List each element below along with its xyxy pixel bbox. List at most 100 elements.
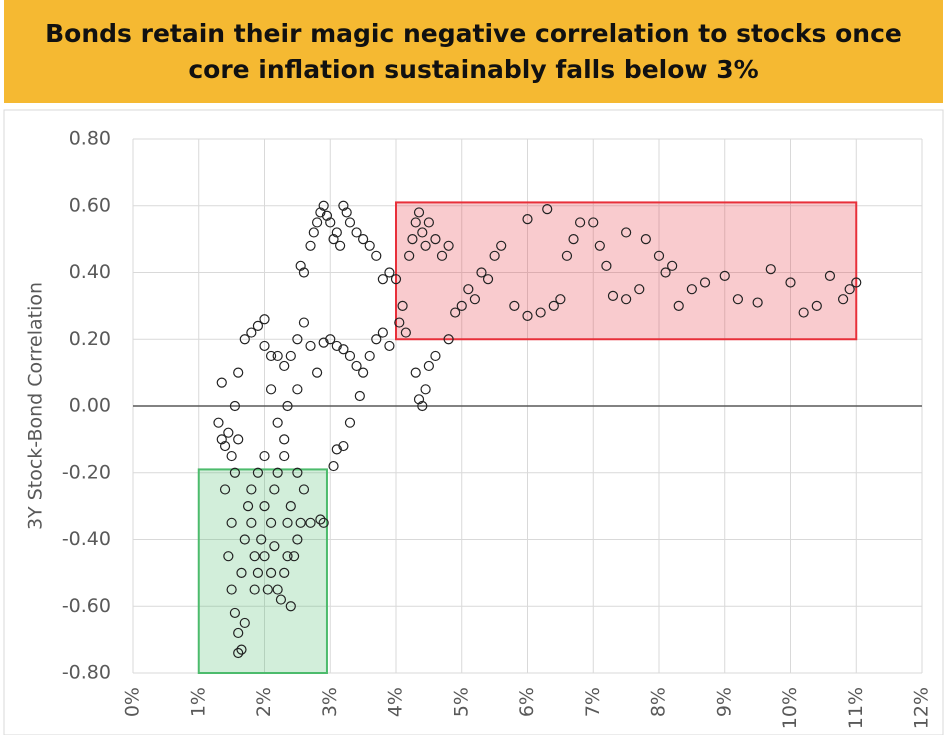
point <box>358 234 369 245</box>
x-tick-label: 6% <box>516 687 538 717</box>
point <box>265 384 277 395</box>
y-tick-label: -0.20 <box>62 461 111 483</box>
point <box>239 334 250 345</box>
point <box>285 350 296 362</box>
point <box>285 601 296 612</box>
point <box>601 260 612 271</box>
point <box>272 584 283 595</box>
region <box>395 201 858 341</box>
point <box>420 384 431 395</box>
point <box>298 317 310 328</box>
point <box>410 367 421 378</box>
point <box>522 214 533 225</box>
y-tick-label: 0.60 <box>69 194 111 216</box>
point <box>824 270 836 281</box>
point <box>354 390 365 402</box>
point <box>522 310 533 321</box>
point <box>249 584 260 595</box>
point <box>417 400 428 412</box>
point <box>667 260 678 271</box>
x-tick-label: 3% <box>319 687 341 717</box>
point <box>298 484 310 495</box>
point <box>509 300 520 311</box>
point <box>456 300 467 311</box>
point <box>371 250 382 261</box>
point <box>384 340 395 352</box>
region <box>197 468 328 674</box>
point <box>269 484 280 495</box>
point <box>377 274 388 285</box>
point <box>496 240 507 251</box>
point <box>588 217 599 228</box>
point <box>423 217 434 228</box>
point <box>239 617 250 629</box>
x-tick-label: 0% <box>122 687 144 717</box>
point <box>325 217 336 228</box>
point <box>417 227 428 238</box>
point <box>272 467 283 478</box>
x-tick-label: 7% <box>582 687 604 717</box>
point <box>223 427 234 438</box>
point <box>364 350 375 362</box>
y-tick-label: -0.80 <box>62 662 111 684</box>
point <box>282 551 293 562</box>
point <box>331 340 342 352</box>
point <box>315 514 326 525</box>
point <box>358 367 369 378</box>
point <box>259 551 270 562</box>
point <box>686 284 697 295</box>
point <box>785 277 796 288</box>
point <box>213 417 224 428</box>
point <box>719 270 730 281</box>
point <box>463 284 474 295</box>
point <box>621 294 632 305</box>
point <box>400 327 411 338</box>
point <box>338 440 349 452</box>
point <box>259 314 270 325</box>
y-tick-label: -0.60 <box>62 595 111 617</box>
point <box>252 467 264 478</box>
point <box>233 367 244 378</box>
point <box>436 250 448 261</box>
point <box>315 207 326 218</box>
point <box>236 567 247 578</box>
point <box>298 267 310 278</box>
point <box>607 290 619 301</box>
point <box>226 584 237 595</box>
point <box>259 501 270 512</box>
point <box>450 307 461 318</box>
point <box>305 340 316 352</box>
point <box>574 217 586 228</box>
point <box>476 267 487 278</box>
point <box>699 277 711 288</box>
point <box>344 350 356 362</box>
x-tick-label: 10% <box>779 687 801 729</box>
point <box>272 417 283 428</box>
point <box>338 200 349 211</box>
point <box>621 227 632 238</box>
point <box>331 444 342 455</box>
point <box>364 240 375 251</box>
x-tick-label: 12% <box>911 687 933 729</box>
point <box>318 517 329 528</box>
point <box>752 297 763 308</box>
point <box>394 317 405 328</box>
title-line: core inflation sustainably falls below 3… <box>188 54 759 84</box>
point <box>331 227 342 238</box>
point <box>216 434 227 445</box>
chart-frame <box>3 109 944 735</box>
point <box>397 300 408 311</box>
point <box>430 350 441 362</box>
y-axis-title: 3Y Stock-Bond Correlation <box>25 282 47 530</box>
title-banner: Bonds retain their magic negative correl… <box>4 0 943 103</box>
point <box>292 467 303 478</box>
point <box>851 277 862 288</box>
point <box>542 203 553 215</box>
point <box>469 294 480 305</box>
point <box>292 384 303 395</box>
y-tick-label: -0.40 <box>62 528 111 550</box>
point <box>413 207 425 218</box>
x-tick-label: 1% <box>187 687 209 717</box>
point <box>233 627 244 639</box>
